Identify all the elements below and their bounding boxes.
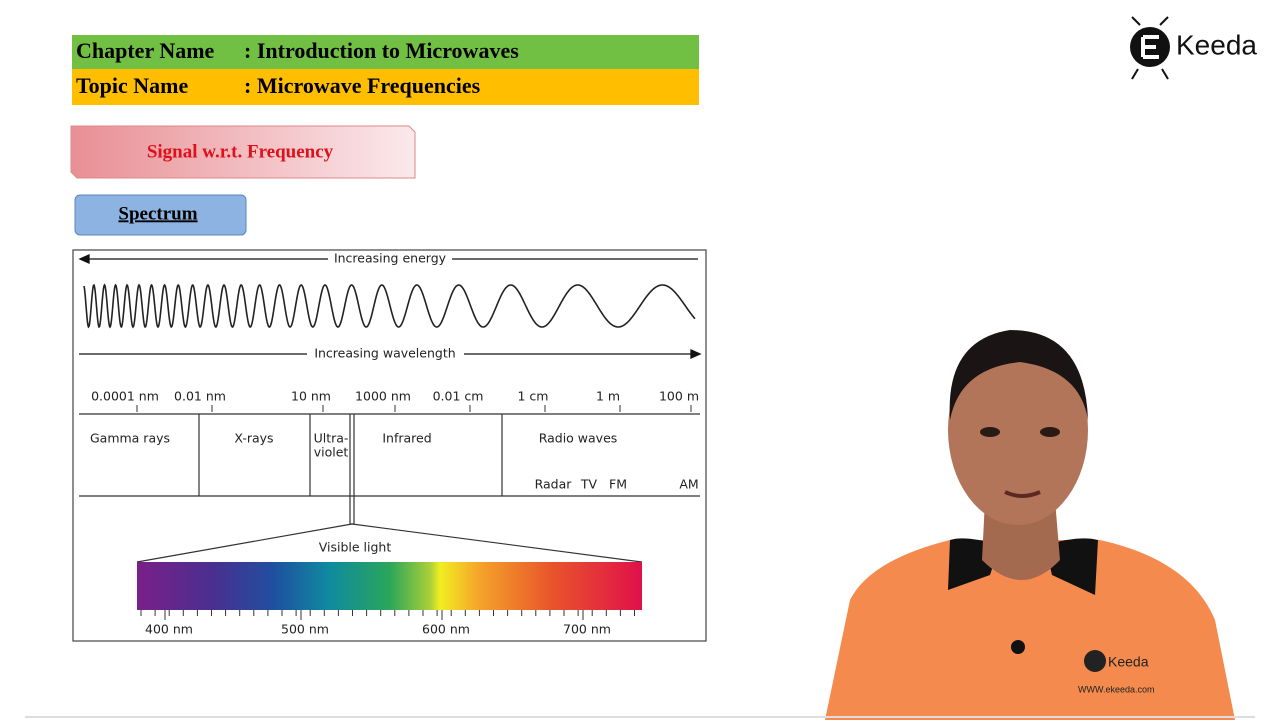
- shirt-url: WWW.ekeeda.com: [1078, 684, 1155, 694]
- topic-name: : Microwave Frequencies: [244, 73, 481, 98]
- visible-tick-label: 400 nm: [145, 622, 193, 637]
- visible-label: Visible light: [319, 540, 392, 555]
- section-box: [70, 125, 416, 179]
- logo-text: Keeda: [1176, 29, 1257, 60]
- section-title: Signal w.r.t. Frequency: [147, 141, 334, 162]
- region-label: Ultra-: [314, 431, 349, 446]
- region-label: Gamma rays: [90, 431, 170, 446]
- chapter-name: : Introduction to Microwaves: [244, 38, 519, 63]
- spectrum-button-label[interactable]: Spectrum: [118, 203, 197, 224]
- region-label: Infrared: [382, 431, 431, 446]
- arrows: [78, 253, 702, 360]
- band-label: TV: [580, 477, 598, 492]
- topic-bar: [72, 69, 699, 105]
- region-label: X-rays: [234, 431, 273, 446]
- visible-tick-label: 600 nm: [422, 622, 470, 637]
- energy-label: Increasing energy: [334, 251, 447, 266]
- wave: [83, 283, 696, 329]
- region-lines: [79, 413, 700, 563]
- scale-label: 100 m: [659, 389, 699, 404]
- scale-label: 0.01 nm: [174, 389, 226, 404]
- scale-label: 1 cm: [518, 389, 549, 404]
- visible-spectrum: [137, 562, 642, 610]
- region-label: Radio waves: [539, 431, 618, 446]
- visible-tick-label: 700 nm: [563, 622, 611, 637]
- band-label: FM: [609, 477, 627, 492]
- visible-tick-label: 500 nm: [281, 622, 329, 637]
- presenter: Keeda WWW.ekeeda.com: [825, 330, 1235, 720]
- scale-label: 0.01 cm: [433, 389, 484, 404]
- scale-label: 10 nm: [291, 389, 331, 404]
- region-label: violet: [314, 445, 349, 460]
- topic-label: Topic Name: [76, 73, 188, 98]
- spectrum-button[interactable]: [74, 194, 247, 236]
- band-label: Radar: [535, 477, 573, 492]
- logo: Keeda: [1130, 16, 1257, 80]
- chapter-label: Chapter Name: [76, 38, 215, 63]
- scale-label: 1000 nm: [355, 389, 411, 404]
- scale-label: 1 m: [596, 389, 620, 404]
- band-label: AM: [679, 477, 698, 492]
- scale-label: 0.0001 nm: [91, 389, 159, 404]
- shirt-logo: Keeda: [1108, 654, 1149, 670]
- chapter-bar: [72, 35, 699, 69]
- wavelength-label: Increasing wavelength: [314, 346, 455, 361]
